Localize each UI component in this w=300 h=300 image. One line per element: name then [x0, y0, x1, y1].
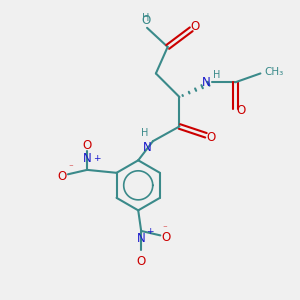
Text: O: O — [207, 131, 216, 144]
Text: O: O — [236, 104, 245, 117]
Text: CH₃: CH₃ — [265, 67, 284, 77]
Text: N: N — [137, 232, 146, 245]
Text: O: O — [58, 170, 67, 183]
Text: O: O — [141, 14, 150, 27]
Text: O: O — [82, 139, 92, 152]
Text: H: H — [213, 70, 221, 80]
Text: ⁻: ⁻ — [162, 224, 167, 233]
Text: H: H — [141, 128, 148, 138]
Text: N: N — [202, 76, 210, 89]
Text: H: H — [142, 14, 149, 23]
Text: O: O — [190, 20, 200, 33]
Text: +: + — [146, 227, 154, 236]
Text: N: N — [83, 152, 92, 166]
Text: O: O — [162, 231, 171, 244]
Text: ⁻: ⁻ — [68, 163, 73, 172]
Text: N: N — [143, 141, 152, 154]
Text: O: O — [136, 255, 146, 268]
Text: +: + — [93, 154, 100, 164]
